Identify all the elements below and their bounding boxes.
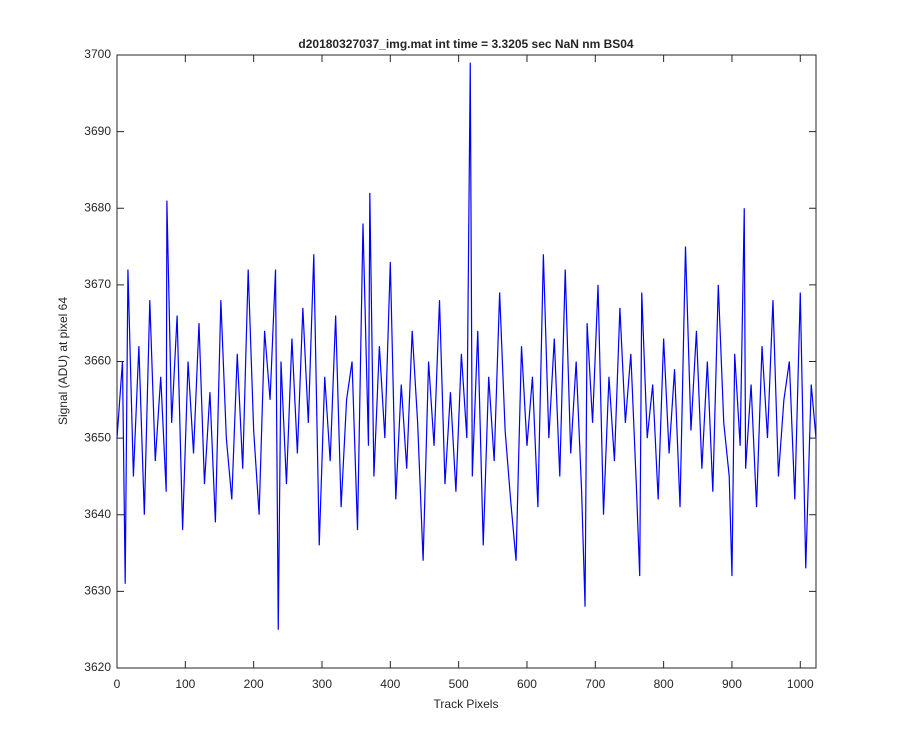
plot-box <box>116 54 817 669</box>
x-axis-label: Track Pixels <box>434 697 499 711</box>
x-tick-label: 300 <box>312 677 332 691</box>
y-tick-label: 3700 <box>84 47 111 61</box>
x-tick-label: 0 <box>114 677 121 691</box>
x-tick-label: 100 <box>175 677 195 691</box>
x-tick-label: 200 <box>244 677 264 691</box>
data-line <box>116 62 817 630</box>
x-tick-label: 1000 <box>787 677 814 691</box>
y-tick-label: 3690 <box>84 124 111 138</box>
y-axis-label: Signal (ADU) at pixel 64 <box>56 297 70 425</box>
y-tick-label: 3660 <box>84 354 111 368</box>
chart-title: d20180327037_img.mat int time = 3.3205 s… <box>298 37 634 51</box>
x-tick-label: 400 <box>380 677 400 691</box>
y-tick-label: 3630 <box>84 584 111 598</box>
y-tick-label: 3650 <box>84 430 111 444</box>
x-tick-label: 900 <box>722 677 742 691</box>
y-tick-label: 3670 <box>84 277 111 291</box>
y-tick-label: 3640 <box>84 507 111 521</box>
x-tick-label: 800 <box>654 677 674 691</box>
x-tick-label: 500 <box>449 677 469 691</box>
x-tick-label: 600 <box>517 677 537 691</box>
y-tick-label: 3680 <box>84 200 111 214</box>
y-tick-label: 3620 <box>84 660 111 674</box>
x-tick-label: 700 <box>585 677 605 691</box>
